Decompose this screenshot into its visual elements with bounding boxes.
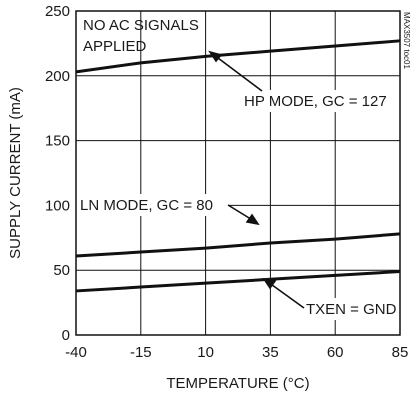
txen-arrow — [262, 277, 305, 309]
ln-mode-line — [75, 232, 401, 258]
ln-label-background — [76, 194, 228, 216]
y-tick-label: 50 — [53, 262, 70, 279]
txen-label-background — [303, 298, 395, 320]
watermark: MAX3507 toc01 — [402, 12, 411, 69]
y-tick-label: 150 — [45, 133, 70, 150]
y-tick-label: 250 — [45, 3, 70, 20]
txen-gnd-line — [75, 269, 401, 293]
ln-mode-annotation: LN MODE, GC = 80 — [80, 197, 213, 214]
plot-frame — [75, 10, 401, 336]
x-tick-label: 85 — [392, 344, 409, 361]
x-tick-label: 35 — [262, 344, 279, 361]
y-tick-label: 200 — [45, 68, 70, 85]
hp-mode-line — [75, 39, 401, 74]
hp-label-background — [240, 90, 380, 112]
x-tick-label: -15 — [130, 344, 152, 361]
x-tick-label: 60 — [327, 344, 344, 361]
hp-mode-annotation: HP MODE, GC = 127 — [244, 93, 387, 110]
y-tick-label: 100 — [45, 197, 70, 214]
grid-lines — [76, 11, 400, 335]
y-tick-label: 0 — [62, 327, 70, 344]
y-axis-label: SUPPLY CURRENT (mA) — [7, 87, 24, 259]
x-axis-label: TEMPERATURE (°C) — [166, 375, 309, 392]
no-ac-annotation-line2: APPLIED — [83, 38, 147, 55]
txen-annotation: TXEN = GND — [306, 301, 397, 318]
ln-arrow — [227, 204, 260, 226]
series-lines — [75, 39, 401, 293]
tick-labels: -40 -15 10 35 60 85 0 50 100 150 200 250 — [45, 3, 408, 361]
x-tick-label: 10 — [197, 344, 214, 361]
hp-arrow — [208, 50, 263, 92]
no-ac-annotation-line1: NO AC SIGNALS — [83, 17, 199, 34]
x-tick-label: -40 — [65, 344, 87, 361]
